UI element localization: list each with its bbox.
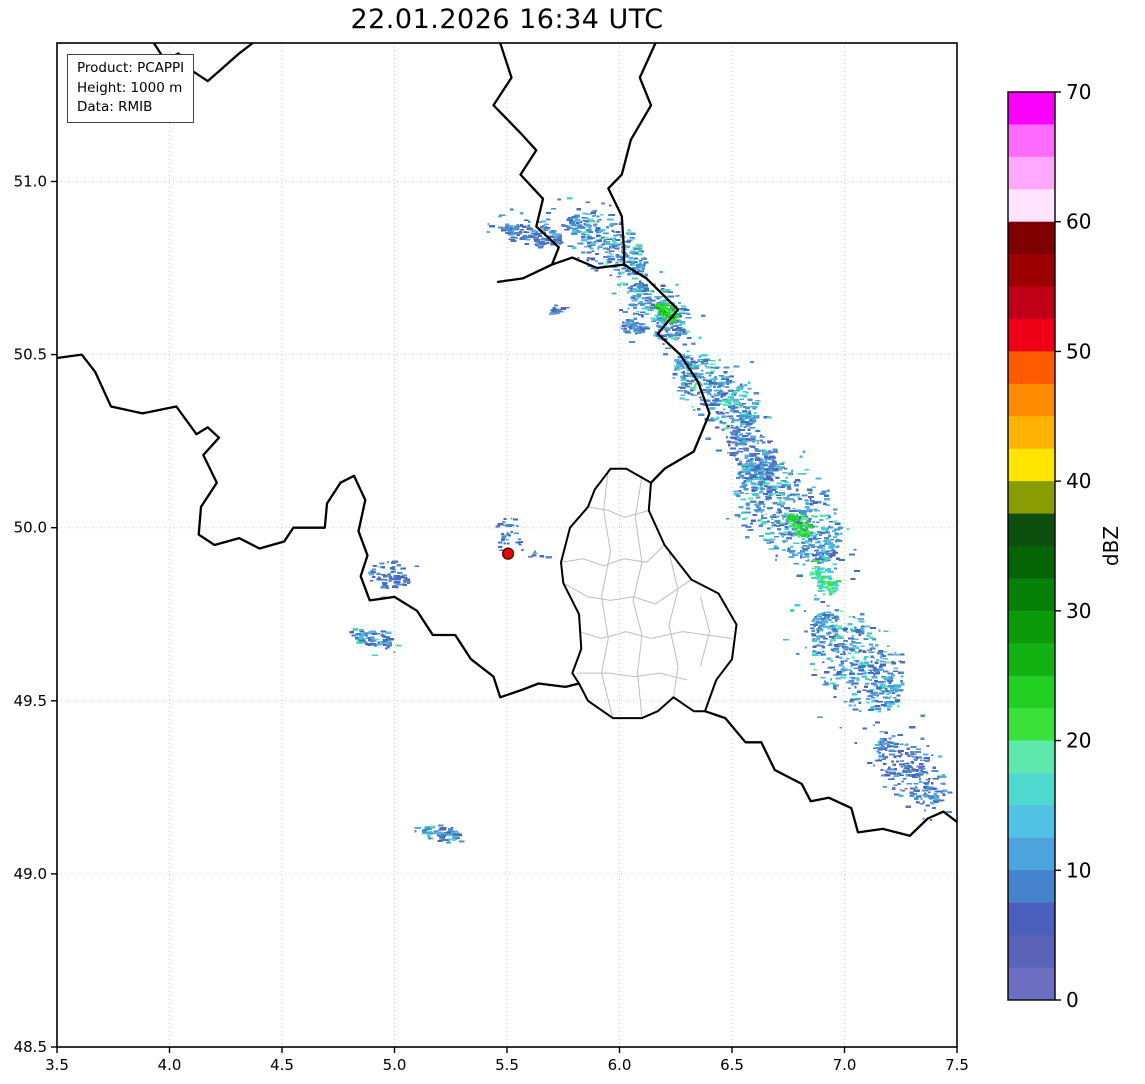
x-tick-label: 4.5 [270,1056,294,1074]
radar-echoes [349,197,957,844]
height-label: Height: 1000 m [77,79,183,96]
product-label: Product: PCAPPI [77,60,185,76]
colorbar-tick-label: 30 [1066,599,1091,623]
x-tick-label: 5.5 [495,1056,519,1074]
x-tick-label: 4.0 [158,1056,182,1074]
product-info-box: Product: PCAPPI Height: 1000 m Data: RMI… [67,54,195,123]
country-borders [57,43,957,837]
axis-ticks: 3.5 4.0 4.5 5.0 5.5 6.0 6.5 7.0 7.5 48.5 49.0 49.5 5… [14,172,969,1074]
x-tick-label: 3.5 [45,1056,69,1074]
y-tick-label: 50.5 [14,346,47,364]
x-tick-label: 6.0 [608,1056,632,1074]
x-tick-label: 7.5 [945,1056,969,1074]
colorbar-tick-label: 20 [1066,729,1091,753]
commune-borders [560,468,733,719]
colorbar-tick-label: 70 [1066,80,1091,104]
colorbar-tick-label: 10 [1066,858,1091,882]
data-source-label: Data: RMIB [77,99,153,116]
x-tick-label: 5.0 [383,1056,407,1074]
y-tick-label: 51.0 [14,172,47,190]
x-tick-label: 6.5 [720,1056,744,1074]
y-tick-label: 49.5 [14,692,47,710]
colorbar-tick-label: 50 [1066,339,1091,363]
gridlines [57,43,957,1047]
y-tick-label: 48.5 [14,1038,47,1056]
colorbar-tick-label: 40 [1066,469,1091,493]
colorbar-tick-label: 0 [1066,988,1079,1012]
x-tick-label: 7.0 [833,1056,857,1074]
y-tick-label: 50.0 [14,519,47,537]
colorbar: 0 10 20 30 40 50 60 70 dBZ [1007,80,1123,1012]
colorbar-unit-label: dBZ [1099,526,1123,566]
radar-site-marker [502,547,515,560]
y-tick-label: 49.0 [14,865,47,883]
plot-title: 22.01.2026 16:34 UTC [350,4,664,35]
colorbar-tick-label: 60 [1066,210,1091,234]
